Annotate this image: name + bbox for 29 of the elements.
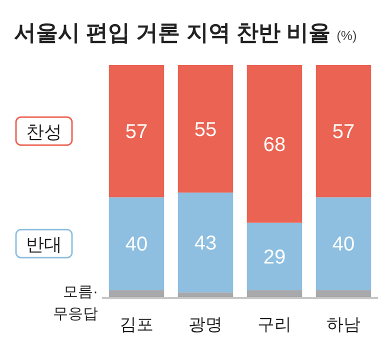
bar: [246, 65, 302, 223]
bar: [108, 65, 164, 198]
bar: [316, 197, 372, 290]
bar: [178, 192, 234, 292]
data-label: 40: [332, 234, 355, 256]
x-tick-label: 구리: [258, 315, 292, 334]
chart-title: 서울시 편입 거론 지역 찬반 비율: [14, 20, 331, 45]
text: 반대: [26, 234, 62, 255]
data-label: 57: [332, 121, 355, 144]
data-label: 57: [125, 121, 148, 144]
x-tick-label: 김포: [120, 315, 154, 334]
bar: [246, 290, 302, 297]
x-tick-label: 하남: [326, 315, 360, 334]
bar: [108, 290, 164, 297]
data-label: 43: [194, 232, 217, 254]
text: 찬성: [26, 122, 62, 142]
x-tick-label: 광명: [188, 315, 222, 334]
data-label: 55: [194, 118, 217, 141]
data-label: 40: [125, 234, 148, 256]
bar: [316, 65, 372, 198]
bar: [246, 222, 302, 290]
data-label: 29: [263, 246, 286, 268]
bar: [178, 292, 234, 297]
bar: [108, 197, 164, 290]
data-label: 68: [263, 134, 286, 156]
chart-subtitle: (%): [336, 28, 357, 43]
bar: [178, 65, 234, 193]
series-label: 모름·무응답: [53, 284, 98, 323]
bar: [316, 290, 372, 297]
